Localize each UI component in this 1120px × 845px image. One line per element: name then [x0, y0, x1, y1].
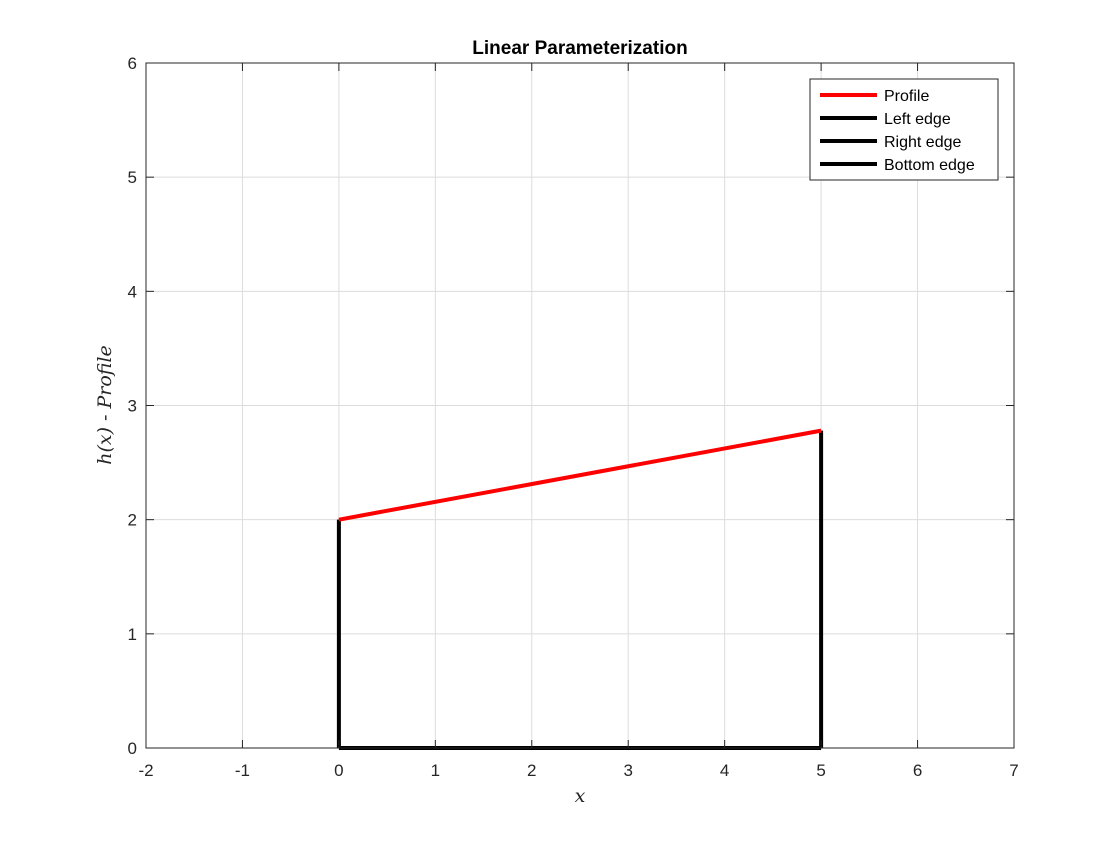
x-tick-label: 6 [913, 761, 922, 780]
x-tick-label: 4 [720, 761, 729, 780]
y-tick-label: 3 [128, 397, 137, 416]
legend: Profile Left edge Right edge Bottom edge [809, 78, 999, 181]
y-tick-label: 5 [128, 168, 137, 187]
chart-title: Linear Parameterization [472, 38, 687, 59]
x-axis-title: x [575, 785, 586, 807]
series-line-profile [338, 428, 822, 522]
x-tick-label: 7 [1009, 761, 1018, 780]
legend-label-profile: Profile [884, 88, 929, 105]
x-tick-label: 5 [816, 761, 825, 780]
legend-items: Profile Left edge Right edge Bottom edge [820, 88, 975, 174]
y-axis-title: h(x) - Profile [94, 345, 116, 465]
y-tick-label: 6 [128, 54, 137, 73]
tick-labels: -2 -1 0 1 2 3 4 5 6 7 0 1 2 3 4 5 6 [128, 54, 1019, 780]
x-tick-label: 3 [623, 761, 632, 780]
y-tick-label: 2 [128, 511, 137, 530]
x-tick-label: -2 [138, 761, 153, 780]
x-tick-label: 1 [431, 761, 440, 780]
y-tick-label: 4 [128, 282, 137, 301]
x-tick-label: 2 [527, 761, 536, 780]
x-tick-label: -1 [235, 761, 250, 780]
ticks [145, 62, 1015, 749]
legend-label-right-edge: Right edge [884, 134, 961, 151]
x-tick-label: 0 [334, 761, 343, 780]
legend-label-left-edge: Left edge [884, 111, 951, 128]
legend-label-bottom-edge: Bottom edge [884, 157, 975, 174]
y-tick-label: 1 [128, 625, 137, 644]
y-tick-label: 0 [128, 739, 137, 758]
